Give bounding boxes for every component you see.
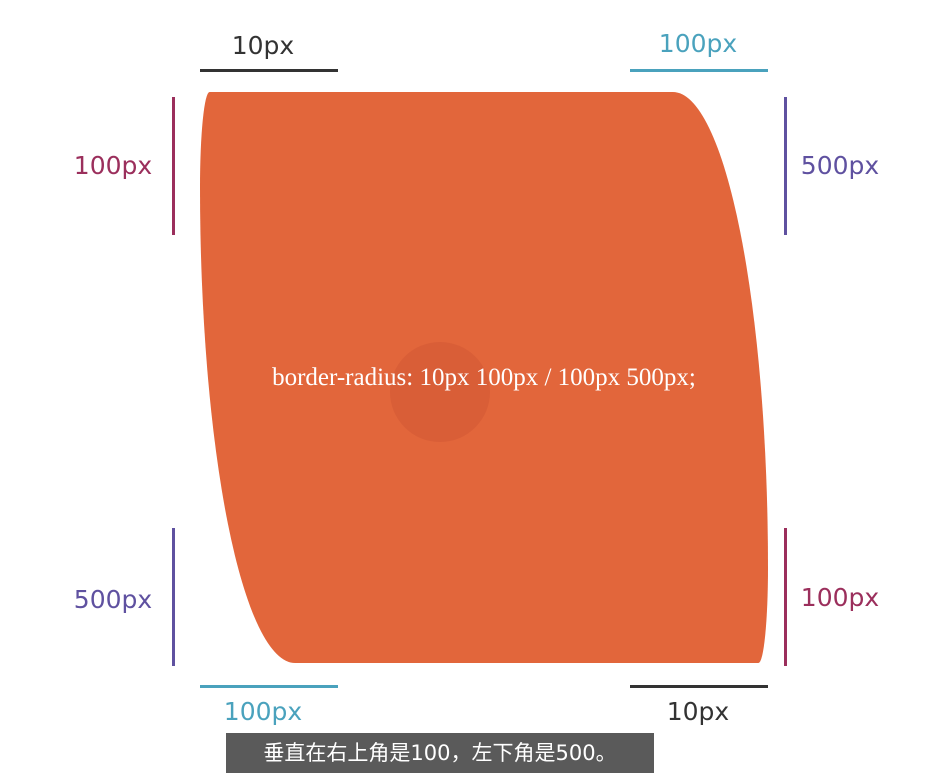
- label: 500px: [73, 585, 153, 614]
- line: [784, 97, 787, 235]
- line: [200, 69, 338, 72]
- line: [630, 685, 768, 688]
- line: [172, 528, 175, 666]
- line: [784, 528, 787, 666]
- rounded-shape: [200, 92, 768, 663]
- play-button[interactable]: [390, 342, 490, 442]
- label: 10px: [666, 697, 730, 726]
- line: [200, 685, 338, 688]
- line: [172, 97, 175, 235]
- shape-text: border-radius: 10px 100px / 100px 500px;: [272, 364, 696, 391]
- label: 100px: [800, 583, 880, 612]
- label: 10px: [231, 31, 295, 60]
- subtitle: 垂直在右上角是100，左下角是500。: [226, 733, 654, 773]
- label: 500px: [800, 151, 880, 180]
- line: [630, 69, 768, 72]
- label: 100px: [223, 697, 303, 726]
- label: 100px: [73, 151, 153, 180]
- label: 100px: [658, 29, 738, 58]
